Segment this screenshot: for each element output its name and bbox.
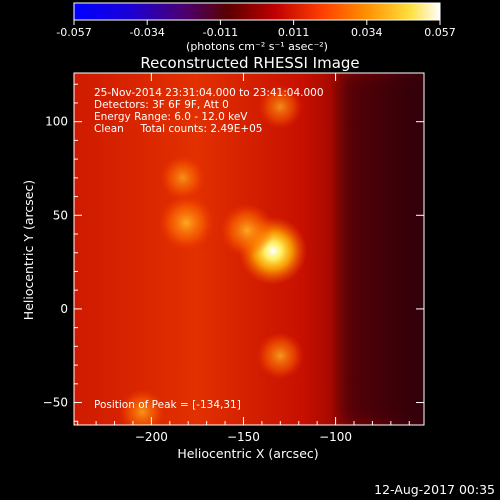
annotation-line: Detectors: 3F 6F 9F, Att 0: [94, 99, 229, 111]
annotation-line: Clean Total counts: 2.49E+05: [94, 123, 263, 135]
annotation-line: Energy Range: 6.0 - 12.0 keV: [94, 111, 248, 123]
y-tick-label: 50: [53, 208, 68, 222]
annotation-line: 25-Nov-2014 23:31:04.000 to 23:41:04.000: [94, 87, 324, 99]
colorbar-tick-label: -0.057: [56, 26, 91, 39]
source-blob-3: [256, 332, 304, 380]
source-blob-1: [158, 195, 214, 251]
plot-frame: [73, 72, 425, 426]
colorbar-tick-label: 0.057: [424, 26, 456, 39]
colorbar-tick-label: 0.011: [278, 26, 310, 39]
x-tick-label: −100: [319, 430, 352, 444]
peak-position-label: Position of Peak = [-134,31]: [94, 399, 241, 411]
y-tick-label: 100: [45, 115, 68, 129]
heatmap-sources: [119, 84, 307, 425]
source-blob-4: [160, 155, 205, 200]
axes: −200 −150 −100 −50 0 50 100: [43, 73, 424, 444]
colorbar-ticks: -0.057 -0.034 -0.011 0.011 0.034 0.057: [56, 20, 456, 39]
colorbar-tick-label: -0.034: [129, 26, 164, 39]
colorbar-tick-label: 0.034: [351, 26, 383, 39]
x-tick-label: −200: [135, 430, 168, 444]
x-tick-label: −150: [227, 430, 260, 444]
colorbar: [73, 2, 441, 21]
heatmap-dark-edge: [340, 73, 424, 425]
source-blob-2: [220, 203, 274, 257]
x-axis-label: Heliocentric X (arcsec): [177, 446, 318, 461]
annotations: 25-Nov-2014 23:31:04.000 to 23:41:04.000…: [94, 87, 324, 135]
footer-date: 12-Aug-2017 00:35: [374, 482, 495, 497]
y-tick-label: −50: [43, 396, 68, 410]
y-axis-label: Heliocentric Y (arcsec): [21, 180, 36, 320]
heatmap-image: [74, 73, 424, 425]
chart-title: Reconstructed RHESSI Image: [140, 54, 359, 72]
source-blob-5: [119, 389, 165, 425]
colorbar-unit-label: (photons cm⁻² s⁻¹ asec⁻²): [186, 40, 328, 53]
y-tick-label: 0: [60, 302, 68, 316]
source-blob-6: [258, 84, 303, 129]
colorbar-tick-label: -0.011: [203, 26, 238, 39]
